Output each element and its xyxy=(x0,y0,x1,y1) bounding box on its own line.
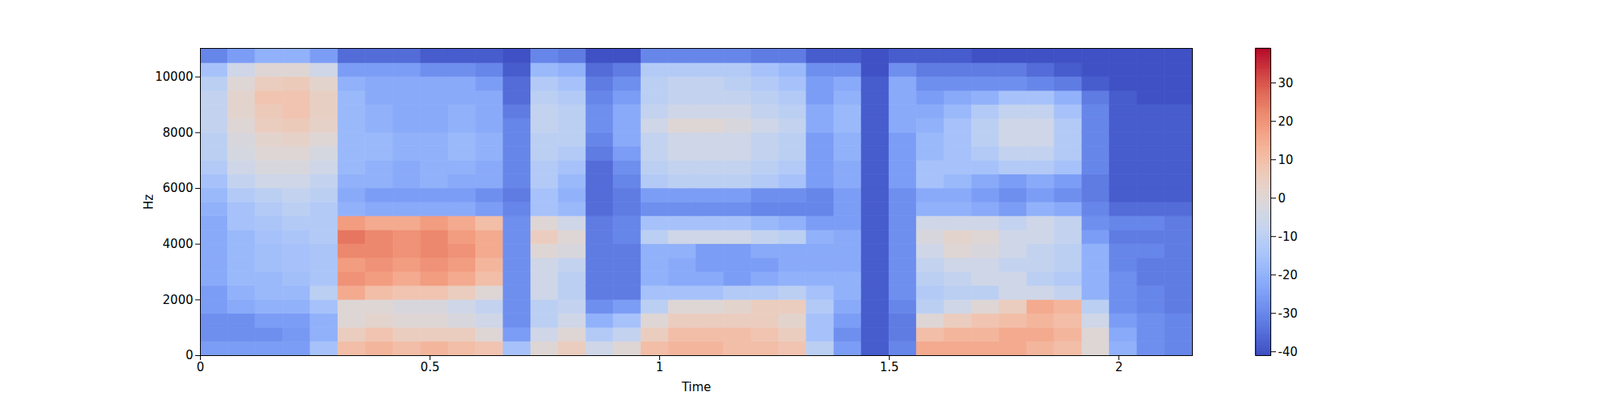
svg-text:8000: 8000 xyxy=(162,125,193,140)
svg-text:-10: -10 xyxy=(1278,229,1299,244)
svg-text:2: 2 xyxy=(1115,360,1124,375)
svg-text:10: 10 xyxy=(1278,152,1294,168)
svg-text:2000: 2000 xyxy=(162,292,193,308)
svg-text:30: 30 xyxy=(1278,76,1294,91)
svg-text:-40: -40 xyxy=(1278,344,1299,360)
svg-text:0: 0 xyxy=(185,348,194,363)
svg-text:0: 0 xyxy=(196,360,205,375)
svg-text:20: 20 xyxy=(1278,114,1294,129)
svg-text:6000: 6000 xyxy=(162,180,193,196)
svg-text:10000: 10000 xyxy=(155,69,194,84)
svg-text:1.5: 1.5 xyxy=(880,360,900,375)
svg-text:Time: Time xyxy=(680,380,712,395)
svg-text:0.5: 0.5 xyxy=(420,360,440,375)
svg-text:0: 0 xyxy=(1278,191,1287,206)
svg-text:4000: 4000 xyxy=(162,236,193,252)
svg-text:Hz: Hz xyxy=(141,194,156,210)
svg-text:1: 1 xyxy=(656,360,664,375)
svg-text:-30: -30 xyxy=(1278,306,1299,321)
svg-text:-20: -20 xyxy=(1278,268,1299,283)
